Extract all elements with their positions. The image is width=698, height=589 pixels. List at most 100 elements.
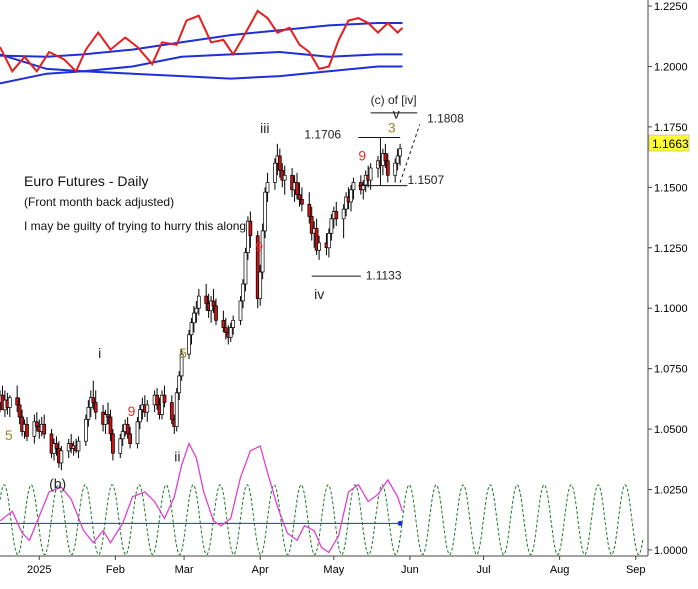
candle-body: [179, 353, 184, 377]
candle-body: [295, 182, 299, 195]
wave-label: iii: [260, 120, 269, 136]
baseline-end-dot: [397, 520, 403, 526]
wave-label: 3: [388, 120, 396, 136]
wave-label: 1.1507: [407, 173, 444, 187]
wave-label: iv: [314, 286, 324, 302]
candle-body: [59, 450, 64, 464]
wave-label: 1.1133: [366, 269, 402, 283]
candle-body: [300, 199, 304, 205]
candle-body: [93, 402, 98, 413]
last-price-label: 1.1663: [652, 137, 689, 151]
candle-body: [42, 423, 47, 435]
candle-body: [329, 218, 334, 234]
y-tick-label: 1.1750: [654, 122, 688, 134]
wave-label: (b): [49, 475, 66, 491]
candle-body: [260, 230, 265, 273]
y-axis: 1.2250 1.2000 1.1750 1.1500 1.1250 1.1000 1.07…: [648, 1, 688, 557]
x-tick-label: May: [323, 564, 344, 576]
wave-label: 1.1808: [427, 112, 464, 126]
candle-body: [192, 312, 196, 324]
candle-body: [17, 404, 22, 418]
candle-body: [211, 300, 216, 307]
candle-body: [194, 307, 199, 314]
candle-body: [162, 394, 167, 403]
y-tick-label: 1.1250: [654, 243, 688, 255]
chart-comment: I may be guilty of trying to hurry this …: [24, 219, 246, 233]
candle-body: [231, 319, 236, 328]
lower-band-line: [0, 50, 403, 85]
candle-body: [177, 375, 182, 394]
candle-body: [398, 148, 402, 157]
wave-label: 1.1706: [304, 128, 341, 142]
candle-body: [54, 443, 59, 449]
red-indicator-line: [0, 9, 404, 74]
wave-label: 5: [179, 345, 187, 361]
candle-body: [221, 319, 226, 328]
candle-body: [155, 394, 159, 406]
candle-body: [228, 327, 233, 338]
wave-label: (c) of [iv]: [371, 93, 417, 107]
candle-body: [84, 419, 88, 442]
candle-body: [106, 414, 110, 418]
candle-body: [395, 155, 400, 164]
y-tick-label: 1.0250: [654, 485, 688, 497]
candle-body: [7, 397, 12, 408]
x-tick-label: Sep: [626, 564, 646, 576]
y-tick-label: 1.0750: [654, 364, 688, 376]
candle-body: [307, 203, 312, 217]
candle-body: [25, 423, 29, 437]
candle-body: [214, 305, 218, 321]
oscillator-line: [0, 441, 404, 554]
x-tick-label: Jul: [477, 564, 491, 576]
x-tick-label: Aug: [550, 564, 570, 576]
candle-body: [196, 295, 201, 309]
candle-body: [349, 189, 353, 203]
x-tick-label: Apr: [252, 564, 269, 576]
candle-body: [125, 423, 130, 435]
candle-body: [91, 397, 96, 403]
candle-body: [327, 232, 331, 249]
x-axis: 2025 Feb Mar Apr May Jun Jul Aug Sep: [27, 556, 646, 576]
upper-band-line: [0, 22, 403, 58]
candle-body: [297, 194, 302, 200]
y-tick-label: 1.0500: [654, 424, 688, 436]
wave-label: ii: [174, 449, 180, 465]
candle-body: [385, 160, 390, 176]
projection-line: [399, 124, 421, 183]
candle-body: [238, 300, 243, 321]
candle-body: [341, 208, 346, 220]
candle-body: [76, 440, 81, 452]
candlestick-series: [0, 143, 402, 471]
y-tick-label: 1.1500: [654, 182, 688, 194]
candle-body: [108, 416, 113, 435]
candle-body: [361, 184, 366, 191]
candle-body: [145, 404, 150, 413]
candle-body: [15, 397, 20, 406]
wave-label: i: [98, 345, 101, 361]
y-tick-label: 1.2000: [654, 61, 688, 73]
candle-body: [334, 211, 339, 220]
candle-body: [277, 155, 282, 171]
x-tick-label: 2025: [27, 564, 51, 576]
candle-body: [135, 421, 140, 444]
cycle-line: [0, 484, 644, 556]
candle-body: [258, 271, 263, 299]
candle-body: [351, 182, 356, 191]
candle-body: [189, 322, 194, 336]
upper-panel: [0, 9, 404, 85]
candle-body: [128, 433, 132, 444]
y-tick-label: 1.1000: [654, 303, 688, 315]
middle-band-line: [0, 53, 403, 80]
x-tick-label: Mar: [175, 564, 194, 576]
candle-body: [111, 433, 115, 454]
candle-body: [160, 394, 164, 415]
wave-label: 9: [358, 147, 366, 163]
candle-body: [204, 295, 209, 304]
wave-label: 5: [5, 427, 13, 443]
candle-body: [103, 414, 108, 425]
candle-body: [86, 406, 91, 420]
